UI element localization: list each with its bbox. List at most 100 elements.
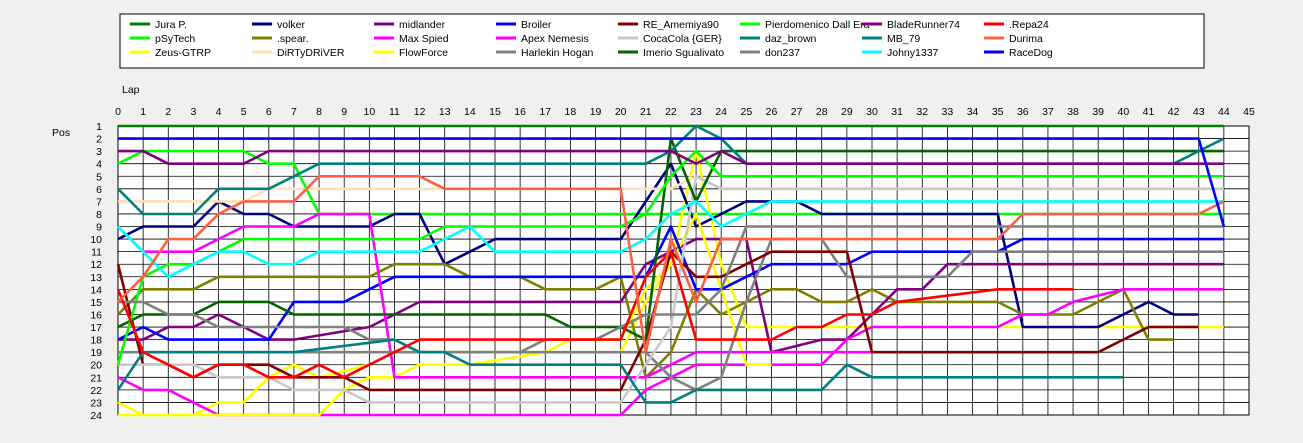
- series-line: [118, 175, 1224, 404]
- legend-label: BladeRunner74: [887, 19, 960, 31]
- x-tick-label: 37: [1042, 106, 1054, 118]
- series-line: [118, 149, 1224, 165]
- x-tick-label: 12: [414, 106, 426, 118]
- y-tick-label: 5: [96, 171, 102, 183]
- x-tick-label: 9: [341, 106, 347, 118]
- x-tick-label: 17: [539, 106, 551, 118]
- y-tick-label: 19: [90, 347, 102, 359]
- series-line: [117, 225, 1224, 341]
- x-tick-label: 11: [389, 106, 400, 118]
- y-tick-label: 21: [90, 372, 102, 384]
- x-tick-label: 27: [791, 106, 803, 118]
- y-tick-label: 20: [90, 360, 102, 372]
- legend-label: Apex Nemesis: [521, 33, 589, 45]
- x-tick-label: 45: [1243, 106, 1255, 118]
- y-tick-label: 6: [96, 184, 102, 196]
- legend-label: pSyTech: [155, 33, 195, 45]
- y-tick-label: 16: [90, 309, 102, 321]
- legend-label: don237: [765, 47, 800, 59]
- y-tick-label: 3: [96, 146, 102, 158]
- x-tick-label: 31: [891, 106, 903, 118]
- x-tick-label: 13: [439, 106, 451, 118]
- legend-label: Broiler: [521, 19, 552, 31]
- legend-label: Jura P.: [155, 19, 187, 31]
- x-tick-label: 28: [816, 106, 828, 118]
- x-tick-label: 36: [1017, 106, 1029, 118]
- y-tick-label: 2: [96, 134, 102, 146]
- legend-label: Zeus-GTRP: [155, 47, 211, 59]
- series-line: [117, 149, 1224, 216]
- y-tick-label: 4: [96, 159, 102, 171]
- x-tick-label: 35: [992, 106, 1004, 118]
- x-tick-label: 5: [241, 106, 247, 118]
- x-tick-label: 41: [1143, 106, 1155, 118]
- x-tick-label: 38: [1067, 106, 1079, 118]
- x-tick-label: 3: [190, 106, 196, 118]
- y-tick-label: 15: [90, 297, 102, 309]
- x-tick-label: 0: [115, 106, 121, 118]
- legend-label: FlowForce: [399, 47, 448, 59]
- x-tick-label: 29: [841, 106, 853, 118]
- x-tick-label: 21: [640, 106, 652, 118]
- y-axis-label: Pos: [52, 127, 70, 139]
- series-line: [118, 137, 1226, 227]
- x-tick-label: 39: [1092, 106, 1104, 118]
- series-lines: [116, 124, 1226, 417]
- legend-label: Pierdomenico Dall Era: [765, 19, 870, 31]
- x-tick-label: 6: [266, 106, 272, 118]
- x-tick-label: 43: [1193, 106, 1205, 118]
- x-tick-label: 8: [316, 106, 322, 118]
- legend-label: daz_brown: [765, 33, 817, 45]
- legend-label: .Repa24: [1009, 19, 1049, 31]
- x-tick-label: 25: [740, 106, 752, 118]
- x-tick-label: 33: [942, 106, 954, 118]
- legend-label: DiRTyDRiVER: [277, 47, 345, 59]
- y-tick-label: 23: [90, 397, 102, 409]
- x-tick-label: 23: [690, 106, 702, 118]
- y-tick-label: 8: [96, 209, 102, 221]
- x-tick-label: 4: [216, 106, 222, 118]
- x-tick-label: 15: [489, 106, 501, 118]
- y-tick-label: 18: [90, 335, 102, 347]
- series-line: [116, 338, 1124, 404]
- x-tick-label: 7: [291, 106, 297, 118]
- x-tick-label: 1: [140, 106, 146, 118]
- y-tick-label: 17: [90, 322, 102, 334]
- y-tick-label: 14: [90, 284, 102, 296]
- x-tick-label: 14: [464, 106, 476, 118]
- y-tick-label: 10: [90, 234, 102, 246]
- legend-label: volker: [277, 19, 306, 31]
- legend-label: Johny1337: [887, 47, 939, 59]
- series-line: [117, 137, 1224, 341]
- y-tick-label: 13: [90, 272, 102, 284]
- x-tick-label: 42: [1168, 106, 1180, 118]
- legend-box: [119, 13, 1205, 69]
- legend-label: Imerio Sgualivato: [643, 47, 724, 59]
- x-axis-label: Lap: [122, 84, 140, 96]
- x-tick-label: 16: [514, 106, 526, 118]
- series-line: [117, 262, 1174, 379]
- x-tick-label: 10: [363, 106, 375, 118]
- x-tick-label: 40: [1117, 106, 1129, 118]
- x-tick-label: 30: [866, 106, 878, 118]
- y-tick-label: 1: [96, 121, 102, 133]
- legend-label: RE_Amemiya90: [643, 19, 719, 31]
- y-tick-label: 12: [90, 259, 102, 271]
- y-tick-label: 22: [90, 385, 102, 397]
- legend-label: MB_79: [887, 33, 920, 45]
- x-tick-label: 19: [590, 106, 602, 118]
- x-tick-label: 18: [565, 106, 577, 118]
- x-tick-labels: 0 1 2 3 4 5 6 7 8 9 10 11 12 13 14 15 16 17 18 19 20 21 22 23 24…: [115, 106, 1255, 118]
- x-tick-label: 32: [916, 106, 928, 118]
- legend-label: Max Spied: [399, 33, 449, 45]
- y-tick-label: 24: [90, 410, 102, 422]
- x-tick-label: 20: [615, 106, 627, 118]
- x-tick-label: 34: [967, 106, 979, 118]
- legend-label: CocaCola {GER}: [643, 33, 722, 45]
- legend-label: .spear.: [277, 33, 309, 45]
- legend: Jura P. pSyTech Zeus-GTRP volker .spear. DiRT…: [130, 19, 1053, 59]
- x-tick-label: 24: [715, 106, 727, 118]
